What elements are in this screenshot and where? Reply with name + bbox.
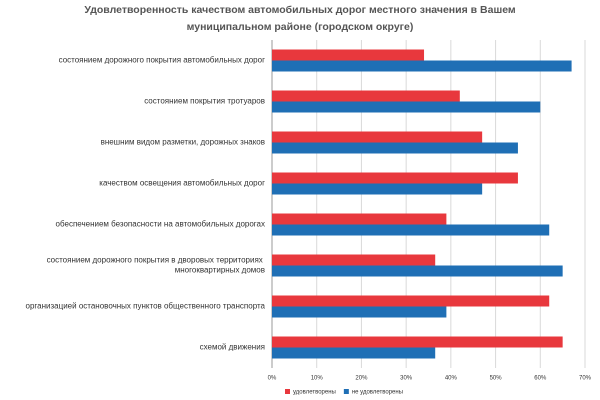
x-tick-label: 30% bbox=[400, 376, 413, 382]
chart-title: муниципальном районе (городском округе) bbox=[187, 21, 414, 33]
bar bbox=[272, 213, 447, 225]
x-tick-label: 40% bbox=[445, 376, 458, 382]
bar bbox=[272, 60, 572, 72]
bar bbox=[272, 306, 447, 318]
chart-title: Удовлетворенность качеством автомобильны… bbox=[84, 4, 516, 16]
x-tick-label: 10% bbox=[311, 376, 324, 382]
y-tick-label: состоянием покрытия тротуаров bbox=[144, 97, 265, 106]
bar bbox=[272, 131, 483, 143]
bar bbox=[272, 90, 460, 102]
y-tick-label: схемой движения bbox=[200, 343, 265, 352]
bar bbox=[272, 172, 518, 184]
bar bbox=[272, 101, 541, 113]
y-tick-label: организацией остановочных пунктов общест… bbox=[26, 302, 266, 311]
bar bbox=[272, 142, 518, 154]
x-tick-label: 70% bbox=[579, 376, 592, 382]
bar bbox=[272, 265, 563, 277]
bar bbox=[272, 347, 436, 359]
y-tick-label: обеспечением безопасности на автомобильн… bbox=[56, 220, 265, 229]
y-tick-label: состоянием дорожного покрытия автомобиль… bbox=[59, 56, 265, 65]
legend-swatch bbox=[285, 389, 290, 394]
x-tick-label: 0% bbox=[268, 376, 277, 382]
bar bbox=[272, 49, 425, 61]
bar bbox=[272, 336, 563, 348]
y-tick-label: состоянием дорожного покрытия в дворовых… bbox=[47, 256, 265, 275]
bar bbox=[272, 183, 483, 195]
legend-label: не удовлетворены bbox=[352, 390, 403, 396]
bar bbox=[272, 224, 550, 236]
legend-swatch bbox=[343, 389, 349, 394]
y-tick-label: качеством освещения автомобильных дорог bbox=[99, 179, 265, 188]
x-tick-label: 60% bbox=[534, 376, 547, 382]
bar bbox=[272, 254, 436, 266]
x-tick-label: 50% bbox=[490, 376, 503, 382]
x-tick-label: 20% bbox=[355, 376, 368, 382]
bar bbox=[272, 295, 550, 307]
legend-label: удовлетворены bbox=[293, 390, 336, 396]
y-tick-label: внешним видом разметки, дорожных знаков bbox=[101, 138, 265, 147]
